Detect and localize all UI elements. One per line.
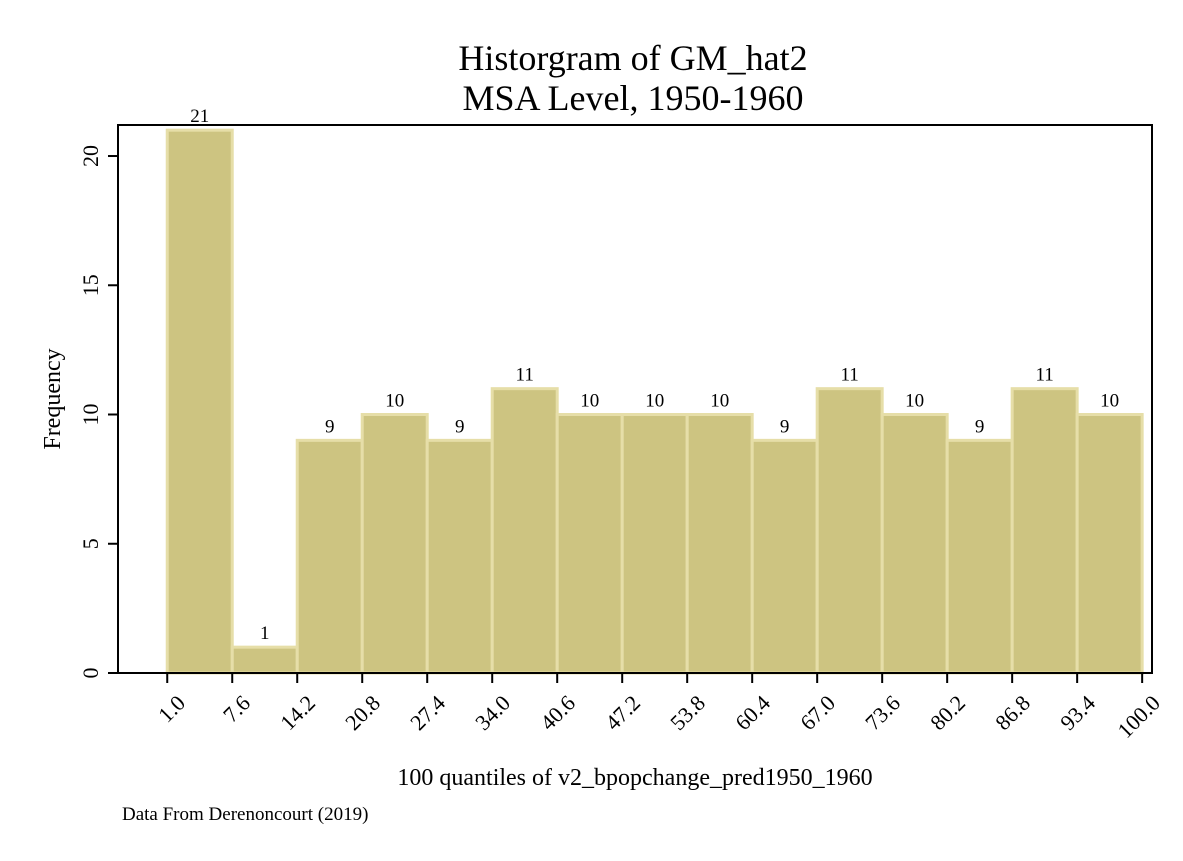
data-labels-group: 21 1 9 10 9 11 10 10 10 9 11 10 9 11 10 xyxy=(190,106,1119,644)
histogram-bar xyxy=(295,438,364,675)
bar-value-label: 9 xyxy=(780,416,790,437)
histogram-bar xyxy=(880,413,949,675)
histogram-bar xyxy=(685,413,754,675)
x-tick-label: 80.2 xyxy=(925,690,970,735)
x-tick-label: 86.8 xyxy=(990,690,1035,735)
x-tick-label: 93.4 xyxy=(1055,690,1100,735)
bar-value-label: 10 xyxy=(580,391,599,412)
bar-value-label: 11 xyxy=(841,365,859,386)
bar-value-label: 11 xyxy=(1036,365,1054,386)
bar-value-label: 10 xyxy=(1100,391,1119,412)
bars-group xyxy=(165,128,1144,675)
source-note: Data From Derenoncourt (2019) xyxy=(122,804,368,825)
bar-value-label: 10 xyxy=(710,391,729,412)
x-tick-label: 27.4 xyxy=(405,690,450,735)
x-tick-label: 67.0 xyxy=(795,690,840,735)
histogram-bar xyxy=(945,438,1014,675)
bar-value-label: 10 xyxy=(905,391,924,412)
chart-subtitle: MSA Level, 1950-1960 xyxy=(463,78,804,118)
histogram-bar xyxy=(360,413,429,675)
bar-value-label: 11 xyxy=(516,365,534,386)
bar-value-label: 10 xyxy=(385,391,404,412)
histogram-bar xyxy=(750,438,819,675)
bar-value-label: 21 xyxy=(190,106,209,127)
histogram-bar xyxy=(165,128,234,675)
x-tick-label: 1.0 xyxy=(153,690,190,727)
histogram-bar xyxy=(620,413,689,675)
histogram-bar xyxy=(1010,387,1079,675)
histogram-bar xyxy=(230,645,299,675)
x-tick-label: 14.2 xyxy=(275,690,320,735)
x-tick-label: 20.8 xyxy=(340,690,385,735)
histogram-bar xyxy=(490,387,559,675)
x-tick-label: 47.2 xyxy=(600,690,645,735)
y-tick-label: 15 xyxy=(78,274,103,296)
bar-value-label: 9 xyxy=(455,416,465,437)
x-tick-label: 53.8 xyxy=(665,690,710,735)
y-tick-label: 5 xyxy=(78,538,103,549)
x-tick-label: 60.4 xyxy=(730,690,775,735)
x-tick-label: 34.0 xyxy=(470,690,515,735)
histogram-bar xyxy=(555,413,624,675)
x-tick-label: 7.6 xyxy=(218,690,255,727)
y-axis-label: Frequency xyxy=(40,348,66,449)
chart-title: Historgram of GM_hat2 xyxy=(458,38,807,78)
x-tick-label: 73.6 xyxy=(860,690,905,735)
bar-value-label: 9 xyxy=(325,416,335,437)
bar-value-label: 10 xyxy=(645,391,664,412)
y-tick-label: 0 xyxy=(78,668,103,679)
y-tick-label: 20 xyxy=(78,145,103,167)
bar-value-label: 1 xyxy=(260,623,270,644)
x-tick-label: 100.0 xyxy=(1112,690,1165,743)
y-axis: 0 5 10 15 20 xyxy=(78,145,118,679)
histogram-bar xyxy=(1075,413,1144,675)
plot-frame xyxy=(117,124,1153,674)
histogram-bar xyxy=(815,387,884,675)
x-axis: 1.0 7.6 14.2 20.8 27.4 34.0 40.6 47.2 53.8 60.4 67… xyxy=(153,673,1165,743)
x-axis-label: 100 quantiles of v2_bpopchange_pred1950_… xyxy=(397,765,872,791)
y-tick-label: 10 xyxy=(78,404,103,426)
bar-value-label: 9 xyxy=(975,416,985,437)
x-tick-label: 40.6 xyxy=(535,690,580,735)
histogram-bar xyxy=(425,438,494,675)
